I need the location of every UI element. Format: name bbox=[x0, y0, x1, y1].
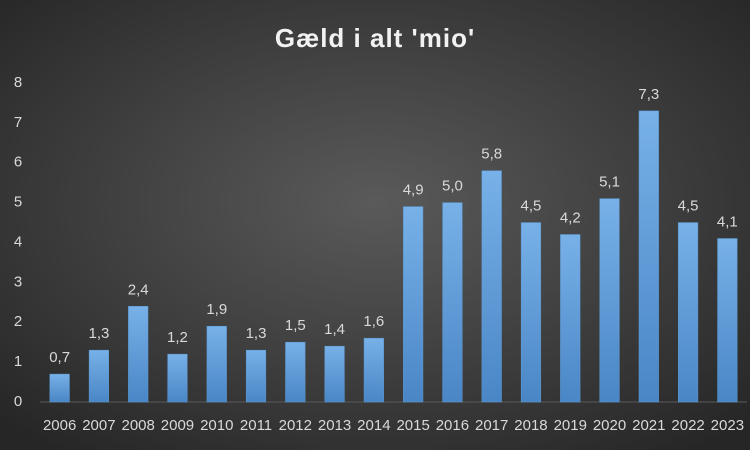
y-tick-label: 1 bbox=[14, 353, 22, 370]
data-label: 2,4 bbox=[128, 281, 149, 298]
data-label: 1,3 bbox=[88, 325, 109, 342]
bar bbox=[206, 325, 227, 403]
bar bbox=[403, 206, 424, 403]
bar bbox=[638, 110, 659, 403]
data-label: 0,7 bbox=[49, 349, 70, 366]
x-tick-label: 2015 bbox=[396, 417, 429, 434]
bar bbox=[717, 238, 738, 403]
bar bbox=[363, 337, 384, 403]
y-tick-label: 2 bbox=[14, 313, 22, 330]
bar bbox=[442, 202, 463, 403]
x-tick-label: 2020 bbox=[593, 417, 626, 434]
data-label: 1,4 bbox=[324, 321, 345, 338]
bar bbox=[481, 170, 502, 403]
x-tick-label: 2013 bbox=[318, 417, 351, 434]
data-label: 7,3 bbox=[638, 86, 659, 103]
y-tick-label: 7 bbox=[14, 114, 22, 131]
data-label: 4,1 bbox=[717, 213, 738, 230]
bar bbox=[324, 345, 345, 403]
x-tick-label: 2022 bbox=[671, 417, 704, 434]
bar bbox=[285, 341, 306, 403]
x-tick-label: 2023 bbox=[711, 417, 744, 434]
data-label: 5,1 bbox=[599, 174, 620, 191]
bar bbox=[167, 353, 188, 403]
x-tick-label: 2007 bbox=[82, 417, 115, 434]
y-tick-label: 0 bbox=[14, 393, 22, 410]
data-label: 1,6 bbox=[363, 313, 384, 330]
data-label: 5,8 bbox=[481, 146, 502, 163]
x-tick-label: 2011 bbox=[240, 417, 272, 434]
bar bbox=[128, 306, 149, 403]
x-tick-label: 2021 bbox=[632, 417, 665, 434]
y-tick-label: 3 bbox=[14, 273, 22, 290]
x-tick-label: 2017 bbox=[475, 417, 508, 434]
x-tick-label: 2014 bbox=[357, 417, 390, 434]
x-tick-label: 2010 bbox=[200, 417, 233, 434]
data-label: 1,3 bbox=[246, 325, 267, 342]
y-tick-label: 5 bbox=[14, 194, 22, 211]
data-label: 1,5 bbox=[285, 317, 306, 334]
bar bbox=[88, 349, 109, 403]
y-tick-label: 8 bbox=[14, 74, 22, 91]
bar bbox=[599, 198, 620, 403]
bar bbox=[49, 373, 70, 403]
data-label: 4,2 bbox=[560, 209, 581, 226]
y-tick-label: 4 bbox=[14, 233, 22, 250]
bar bbox=[560, 234, 581, 403]
data-label: 4,5 bbox=[678, 198, 699, 215]
x-tick-label: 2016 bbox=[436, 417, 469, 434]
x-tick-label: 2006 bbox=[43, 417, 76, 434]
bar bbox=[520, 222, 542, 403]
x-tick-label: 2009 bbox=[161, 417, 194, 434]
data-label: 1,2 bbox=[167, 329, 188, 346]
x-tick-label: 2012 bbox=[279, 417, 312, 434]
data-label: 1,9 bbox=[206, 301, 227, 318]
data-label: 4,5 bbox=[521, 198, 542, 215]
x-tick-label: 2018 bbox=[514, 417, 547, 434]
data-label: 5,0 bbox=[442, 178, 463, 195]
data-label: 4,9 bbox=[403, 182, 424, 199]
x-tick-label: 2008 bbox=[122, 417, 155, 434]
y-tick-label: 6 bbox=[14, 154, 22, 171]
bar bbox=[678, 222, 699, 403]
bar bbox=[245, 349, 267, 403]
chart-title: Gæld i alt 'mio' bbox=[275, 23, 475, 53]
x-tick-label: 2019 bbox=[554, 417, 587, 434]
